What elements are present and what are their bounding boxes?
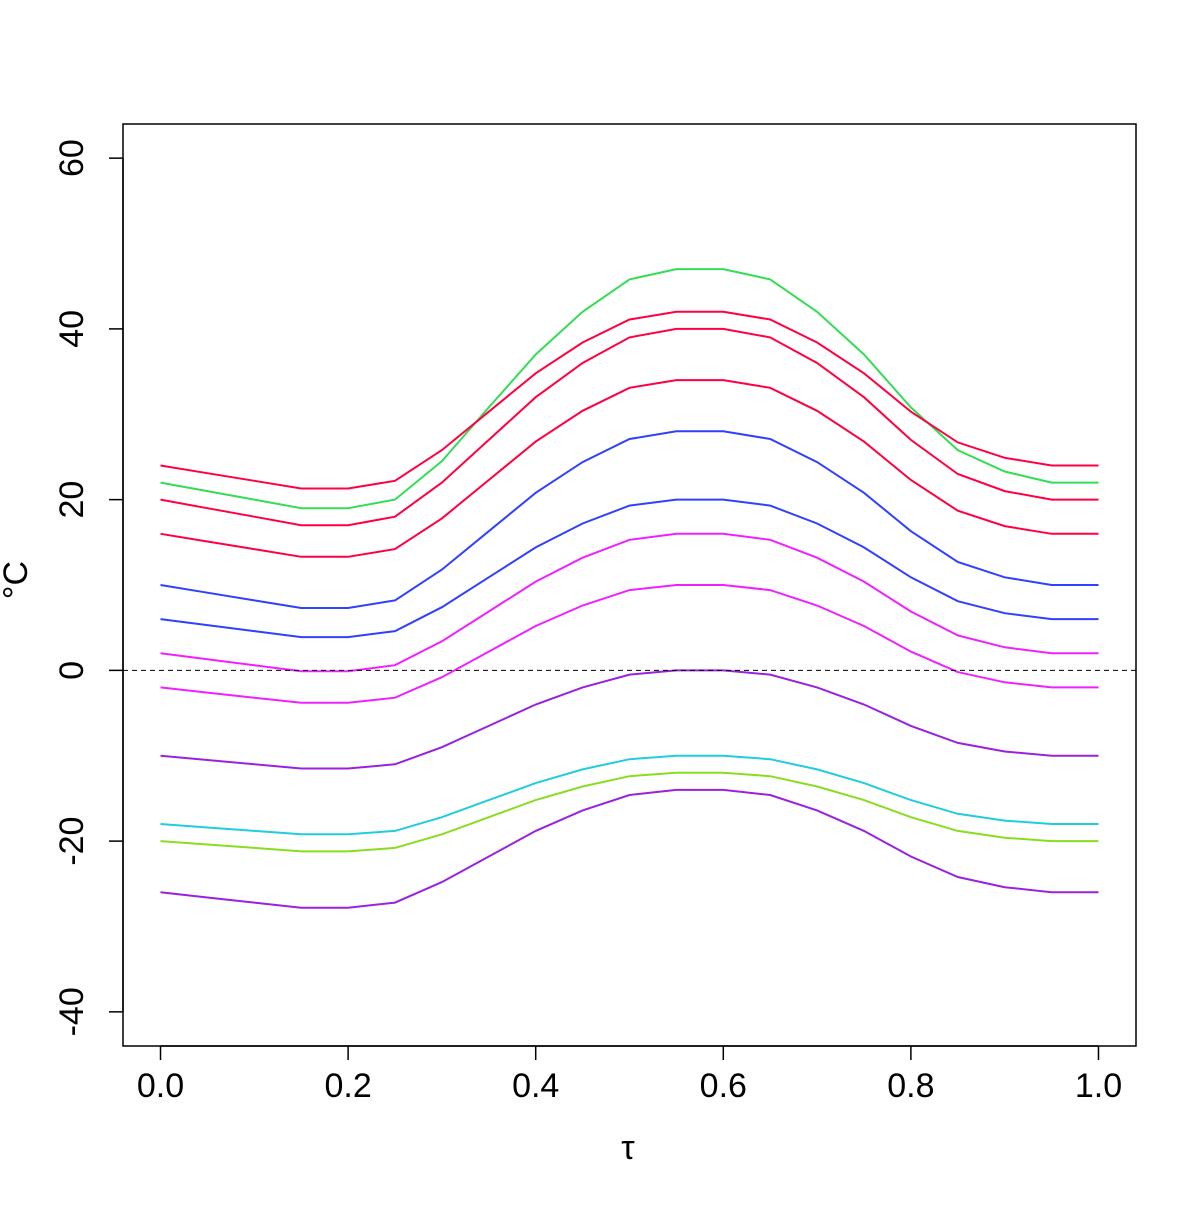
plot-frame xyxy=(122,123,1137,1047)
y-tick-label: -40 xyxy=(53,987,91,1036)
x-tick-label: 0.4 xyxy=(512,1067,559,1105)
data-curve xyxy=(160,771,1099,853)
y-tick-label: 40 xyxy=(53,310,91,348)
data-curve xyxy=(160,532,1099,673)
x-tick-label: 0.0 xyxy=(137,1067,184,1105)
x-tick-label: 1.0 xyxy=(1075,1067,1122,1105)
data-curve xyxy=(160,788,1099,909)
data-curve xyxy=(160,268,1099,510)
data-curve xyxy=(160,754,1099,836)
data-curve xyxy=(160,327,1099,527)
data-curve xyxy=(160,379,1099,558)
x-tick-label: 0.6 xyxy=(700,1067,747,1105)
data-curve xyxy=(160,310,1099,490)
data-curve xyxy=(160,584,1099,704)
x-axis-label: τ xyxy=(621,1129,635,1167)
x-tick-label: 0.8 xyxy=(887,1067,934,1105)
data-curve xyxy=(160,669,1099,770)
y-axis-label: °C xyxy=(0,561,35,599)
x-tick-label: 0.2 xyxy=(324,1067,371,1105)
y-tick-label: 60 xyxy=(53,139,91,177)
data-curve xyxy=(160,498,1099,639)
y-tick-label: 0 xyxy=(53,661,91,680)
data-curve xyxy=(160,430,1099,609)
y-tick-label: 20 xyxy=(53,481,91,519)
y-tick-label: -20 xyxy=(53,817,91,866)
